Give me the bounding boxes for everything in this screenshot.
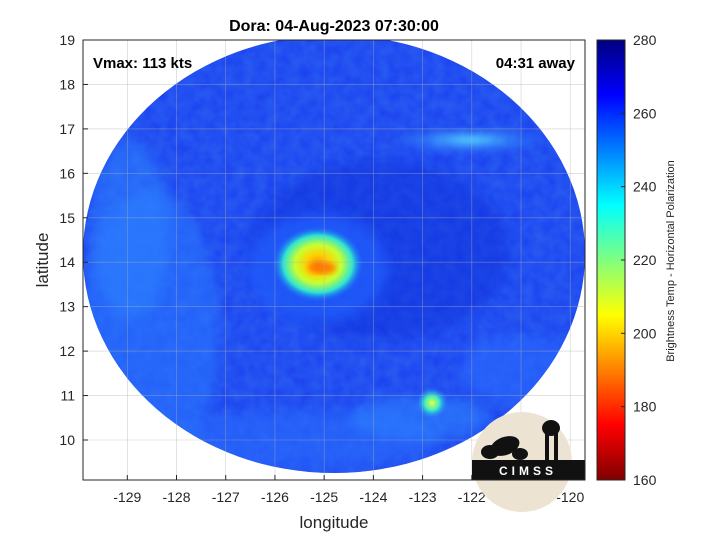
y-tick-label: 18 (59, 76, 75, 92)
x-tick-label: -123 (409, 489, 437, 505)
plot-frame (82, 39, 586, 481)
colorbar-tick-label: 220 (633, 252, 657, 268)
x-tick-label: -126 (261, 489, 289, 505)
colorbar-tick-label: 240 (633, 179, 657, 195)
colorbar-tick-label: 180 (633, 399, 657, 415)
chart-title: Dora: 04-Aug-2023 07:30:00 (229, 18, 439, 35)
cimss-logo: CIMSS (472, 412, 585, 512)
colorbar-ticks: 160 180 200 220 240 260 280 (621, 32, 657, 488)
y-tick-label: 14 (59, 254, 75, 270)
y-axis-label: latitude (33, 233, 52, 288)
x-tick-label: -129 (113, 489, 141, 505)
x-tick-label: -120 (556, 489, 584, 505)
y-tick-label: 11 (60, 388, 75, 404)
colorbar-label: Brightness Temp - Horizontal Polarizatio… (665, 160, 677, 362)
y-tick-label: 12 (59, 343, 75, 359)
x-tick-label: -127 (212, 489, 240, 505)
x-axis-label: longitude (299, 513, 368, 532)
y-tick-label: 16 (59, 165, 75, 181)
y-tick-label: 15 (59, 210, 75, 226)
colorbar-tick-label: 200 (633, 325, 657, 341)
y-axis: 10 11 12 13 14 15 16 17 18 19 (59, 32, 88, 448)
x-tick-label: -128 (162, 489, 190, 505)
colorbar-tick-label: 160 (633, 472, 657, 488)
x-tick-label: -124 (359, 489, 387, 505)
colorbar-tick-label: 280 (633, 32, 657, 48)
y-tick-label: 17 (59, 121, 75, 137)
x-tick-label: -125 (310, 489, 338, 505)
convective-cell (416, 387, 448, 419)
x-tick-label: -122 (458, 489, 486, 505)
y-tick-label: 10 (59, 432, 75, 448)
colorbar-gradient (596, 39, 626, 481)
time-away-annotation: 04:31 away (496, 55, 576, 72)
colorbar: 160 180 200 220 240 260 280 Brightness Temp - … (596, 32, 677, 488)
y-tick-label: 13 (59, 299, 75, 315)
cimss-logo-text: CIMSS (499, 464, 557, 478)
colorbar-tick-label: 260 (633, 105, 657, 121)
y-tick-label: 19 (59, 32, 75, 48)
vmax-annotation: Vmax: 113 kts (93, 55, 192, 72)
